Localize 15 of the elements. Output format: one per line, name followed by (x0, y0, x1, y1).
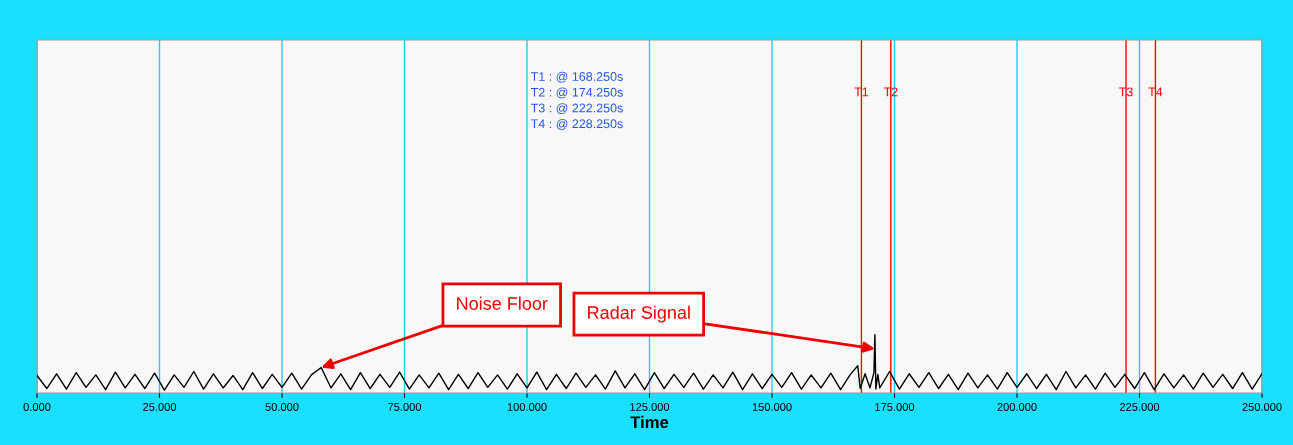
x-tick-label: 75.000 (388, 403, 422, 411)
annotation: Radar Signal (588, 305, 690, 323)
x-tick-label: 250.000 (1242, 403, 1282, 411)
text: T1 : @ 168.250s T2 : @ 174.250s T3 : @ 222.250s T4 : @ 228.250s (530, 71, 623, 130)
x-tick-label: 225.000 (1119, 403, 1160, 411)
x-tick-label: 125.000 (630, 403, 670, 411)
x-tick-label: 50.000 (265, 403, 299, 411)
x-tick-label: 100.000 (507, 403, 547, 411)
x-tick-label: 150.000 (752, 403, 792, 411)
x-tick-label: 25.000 (143, 403, 177, 411)
x-tick-label: 0.000 (23, 403, 51, 411)
annotation: Noise Floor (457, 296, 548, 310)
x-axis-title: Time (630, 415, 669, 429)
x-tick-label: 200.000 (997, 403, 1037, 411)
x-tick-label: 175.000 (875, 403, 915, 411)
